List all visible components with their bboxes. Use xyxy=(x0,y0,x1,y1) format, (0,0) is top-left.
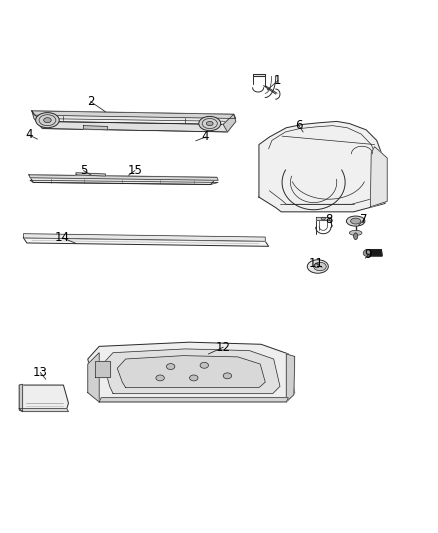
Polygon shape xyxy=(371,147,387,207)
Polygon shape xyxy=(223,114,236,132)
Polygon shape xyxy=(30,180,218,184)
Ellipse shape xyxy=(199,116,221,131)
Polygon shape xyxy=(99,398,288,402)
Ellipse shape xyxy=(166,364,175,369)
Polygon shape xyxy=(316,217,331,220)
Ellipse shape xyxy=(223,373,232,379)
Text: 14: 14 xyxy=(55,231,70,245)
Ellipse shape xyxy=(350,230,362,236)
Polygon shape xyxy=(117,356,265,387)
Text: 2: 2 xyxy=(87,95,95,108)
Polygon shape xyxy=(259,122,387,212)
Polygon shape xyxy=(32,111,236,118)
Text: 5: 5 xyxy=(80,164,87,177)
Text: 15: 15 xyxy=(127,164,142,177)
Polygon shape xyxy=(24,238,268,246)
Ellipse shape xyxy=(156,375,164,381)
Ellipse shape xyxy=(350,218,361,224)
Ellipse shape xyxy=(206,122,213,126)
Polygon shape xyxy=(24,233,265,241)
Ellipse shape xyxy=(321,217,325,220)
Polygon shape xyxy=(286,354,295,402)
Text: 1: 1 xyxy=(274,74,282,87)
Polygon shape xyxy=(19,385,68,409)
Ellipse shape xyxy=(200,362,208,368)
Polygon shape xyxy=(88,342,295,402)
Polygon shape xyxy=(253,74,265,76)
Text: 4: 4 xyxy=(25,128,33,141)
Ellipse shape xyxy=(346,216,365,226)
Text: 12: 12 xyxy=(215,341,231,354)
Polygon shape xyxy=(366,249,382,256)
Text: 6: 6 xyxy=(295,119,303,132)
Ellipse shape xyxy=(314,262,326,271)
Polygon shape xyxy=(19,384,23,411)
Text: 9: 9 xyxy=(364,248,372,261)
Polygon shape xyxy=(103,349,280,393)
Polygon shape xyxy=(32,111,42,128)
Polygon shape xyxy=(95,361,110,377)
Text: 8: 8 xyxy=(325,213,333,226)
Ellipse shape xyxy=(190,375,198,381)
Ellipse shape xyxy=(363,249,371,256)
Ellipse shape xyxy=(314,263,319,268)
Polygon shape xyxy=(29,175,218,180)
Polygon shape xyxy=(29,175,217,184)
Polygon shape xyxy=(40,122,227,132)
Text: 11: 11 xyxy=(308,256,323,270)
Polygon shape xyxy=(88,353,99,402)
Ellipse shape xyxy=(44,118,51,123)
Polygon shape xyxy=(19,409,68,411)
Polygon shape xyxy=(84,126,108,130)
Polygon shape xyxy=(32,111,234,124)
Text: 7: 7 xyxy=(360,213,368,226)
Ellipse shape xyxy=(307,260,328,273)
Text: 13: 13 xyxy=(33,366,48,379)
Ellipse shape xyxy=(353,233,358,240)
Polygon shape xyxy=(76,173,106,176)
Text: 4: 4 xyxy=(202,131,209,143)
Polygon shape xyxy=(34,118,236,132)
Ellipse shape xyxy=(35,112,59,128)
